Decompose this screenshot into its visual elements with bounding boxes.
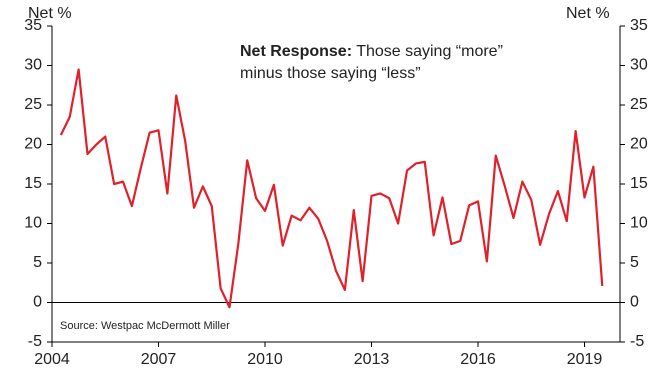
y-axis-label: Net % (28, 5, 72, 22)
y-tick-label: 30 (24, 57, 42, 74)
annotation: Net Response: Those saying “more” (240, 43, 503, 60)
data-line (59, 68, 604, 309)
annotation-line: minus those saying “less” (240, 65, 421, 82)
y-tick-label: 20 (24, 136, 42, 153)
annotation-line: Those saying “more” (356, 43, 503, 60)
x-tick-label: 2010 (247, 351, 283, 368)
x-tick-label: 2007 (141, 351, 177, 368)
x-tick-label: 2019 (567, 351, 603, 368)
x-tick-label: 2016 (460, 351, 496, 368)
source-note: Source: Westpac McDermott Miller (60, 320, 230, 332)
y-tick-label: 15 (24, 175, 42, 192)
y-tick-label: -5 (28, 333, 42, 350)
y2-tick-label: 0 (630, 294, 639, 311)
y2-tick-label: 5 (630, 254, 639, 271)
annotation-bold: Net Response: (240, 43, 352, 60)
y-tick-label: 25 (24, 96, 42, 113)
y2-tick-label: 10 (630, 215, 648, 232)
y-tick-label: 35 (24, 17, 42, 34)
y2-tick-label: 25 (630, 96, 648, 113)
y2-tick-label: 15 (630, 175, 648, 192)
x-tick-label: 2013 (354, 351, 390, 368)
y-tick-label: 0 (33, 294, 42, 311)
y-tick-label: 10 (24, 215, 42, 232)
y2-tick-label: -5 (630, 333, 644, 350)
y2-tick-label: 35 (630, 17, 648, 34)
y-tick-label: 5 (33, 254, 42, 271)
y2-tick-label: 30 (630, 57, 648, 74)
y2-axis-label: Net % (566, 5, 610, 22)
x-tick-label: 2004 (34, 351, 70, 368)
y2-tick-label: 20 (630, 136, 648, 153)
